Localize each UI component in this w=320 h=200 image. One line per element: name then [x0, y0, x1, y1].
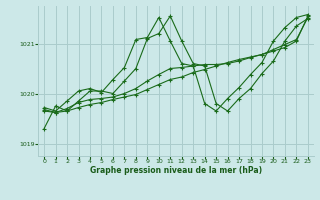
X-axis label: Graphe pression niveau de la mer (hPa): Graphe pression niveau de la mer (hPa) [90, 166, 262, 175]
